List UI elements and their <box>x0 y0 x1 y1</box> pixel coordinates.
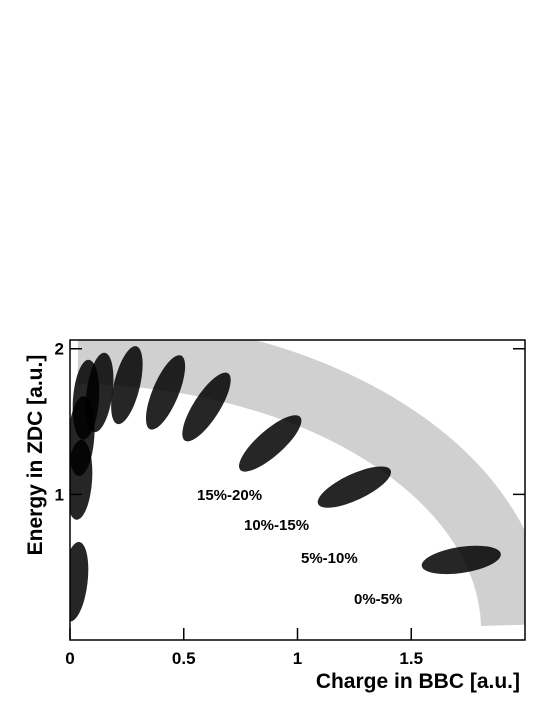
x-tick-label: 1.5 <box>399 649 423 668</box>
background-cloud <box>77 340 525 627</box>
cluster <box>421 545 501 575</box>
x-tick-label: 0.5 <box>172 649 196 668</box>
x-tick-label: 0 <box>65 649 74 668</box>
cluster <box>85 352 114 433</box>
cluster <box>111 346 143 425</box>
cluster <box>70 541 89 622</box>
annotation: 5%-10% <box>301 550 358 567</box>
annotation: 10%-15% <box>244 517 309 534</box>
x-axis-label: Charge in BBC [a.u.] <box>316 670 520 693</box>
annotation: 15%-20% <box>197 487 262 504</box>
cluster <box>182 372 231 442</box>
cluster <box>238 415 302 472</box>
annotation: 0%-5% <box>354 591 402 608</box>
y-tick-label: 2 <box>55 340 64 359</box>
clusters <box>70 346 501 622</box>
cluster <box>317 466 392 508</box>
y-axis-label: Energy in ZDC [a.u.] <box>24 355 47 556</box>
cluster <box>145 355 186 430</box>
x-tick-label: 1 <box>293 649 302 668</box>
y-tick-label: 1 <box>55 485 64 504</box>
